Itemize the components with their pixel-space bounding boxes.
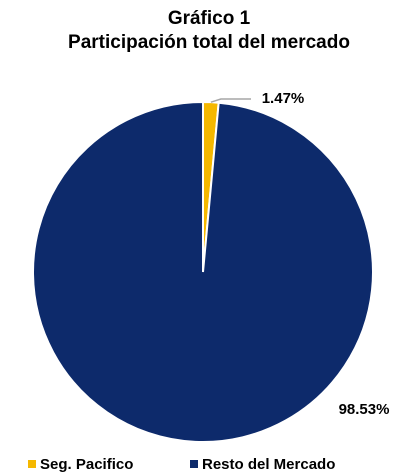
chart-subtitle: Participación total del mercado: [68, 32, 350, 53]
legend-swatch: [190, 460, 198, 468]
leader-line: [210, 98, 251, 103]
legend-label: Seg. Pacifico: [40, 456, 133, 473]
legend-label: Resto del Mercado: [202, 456, 335, 473]
pie-slice: [32, 100, 374, 443]
legend-swatch: [28, 460, 36, 468]
chart-title: Gráfico 1: [168, 8, 251, 29]
data-label: 98.53%: [339, 401, 390, 418]
data-label: 1.47%: [262, 90, 305, 107]
